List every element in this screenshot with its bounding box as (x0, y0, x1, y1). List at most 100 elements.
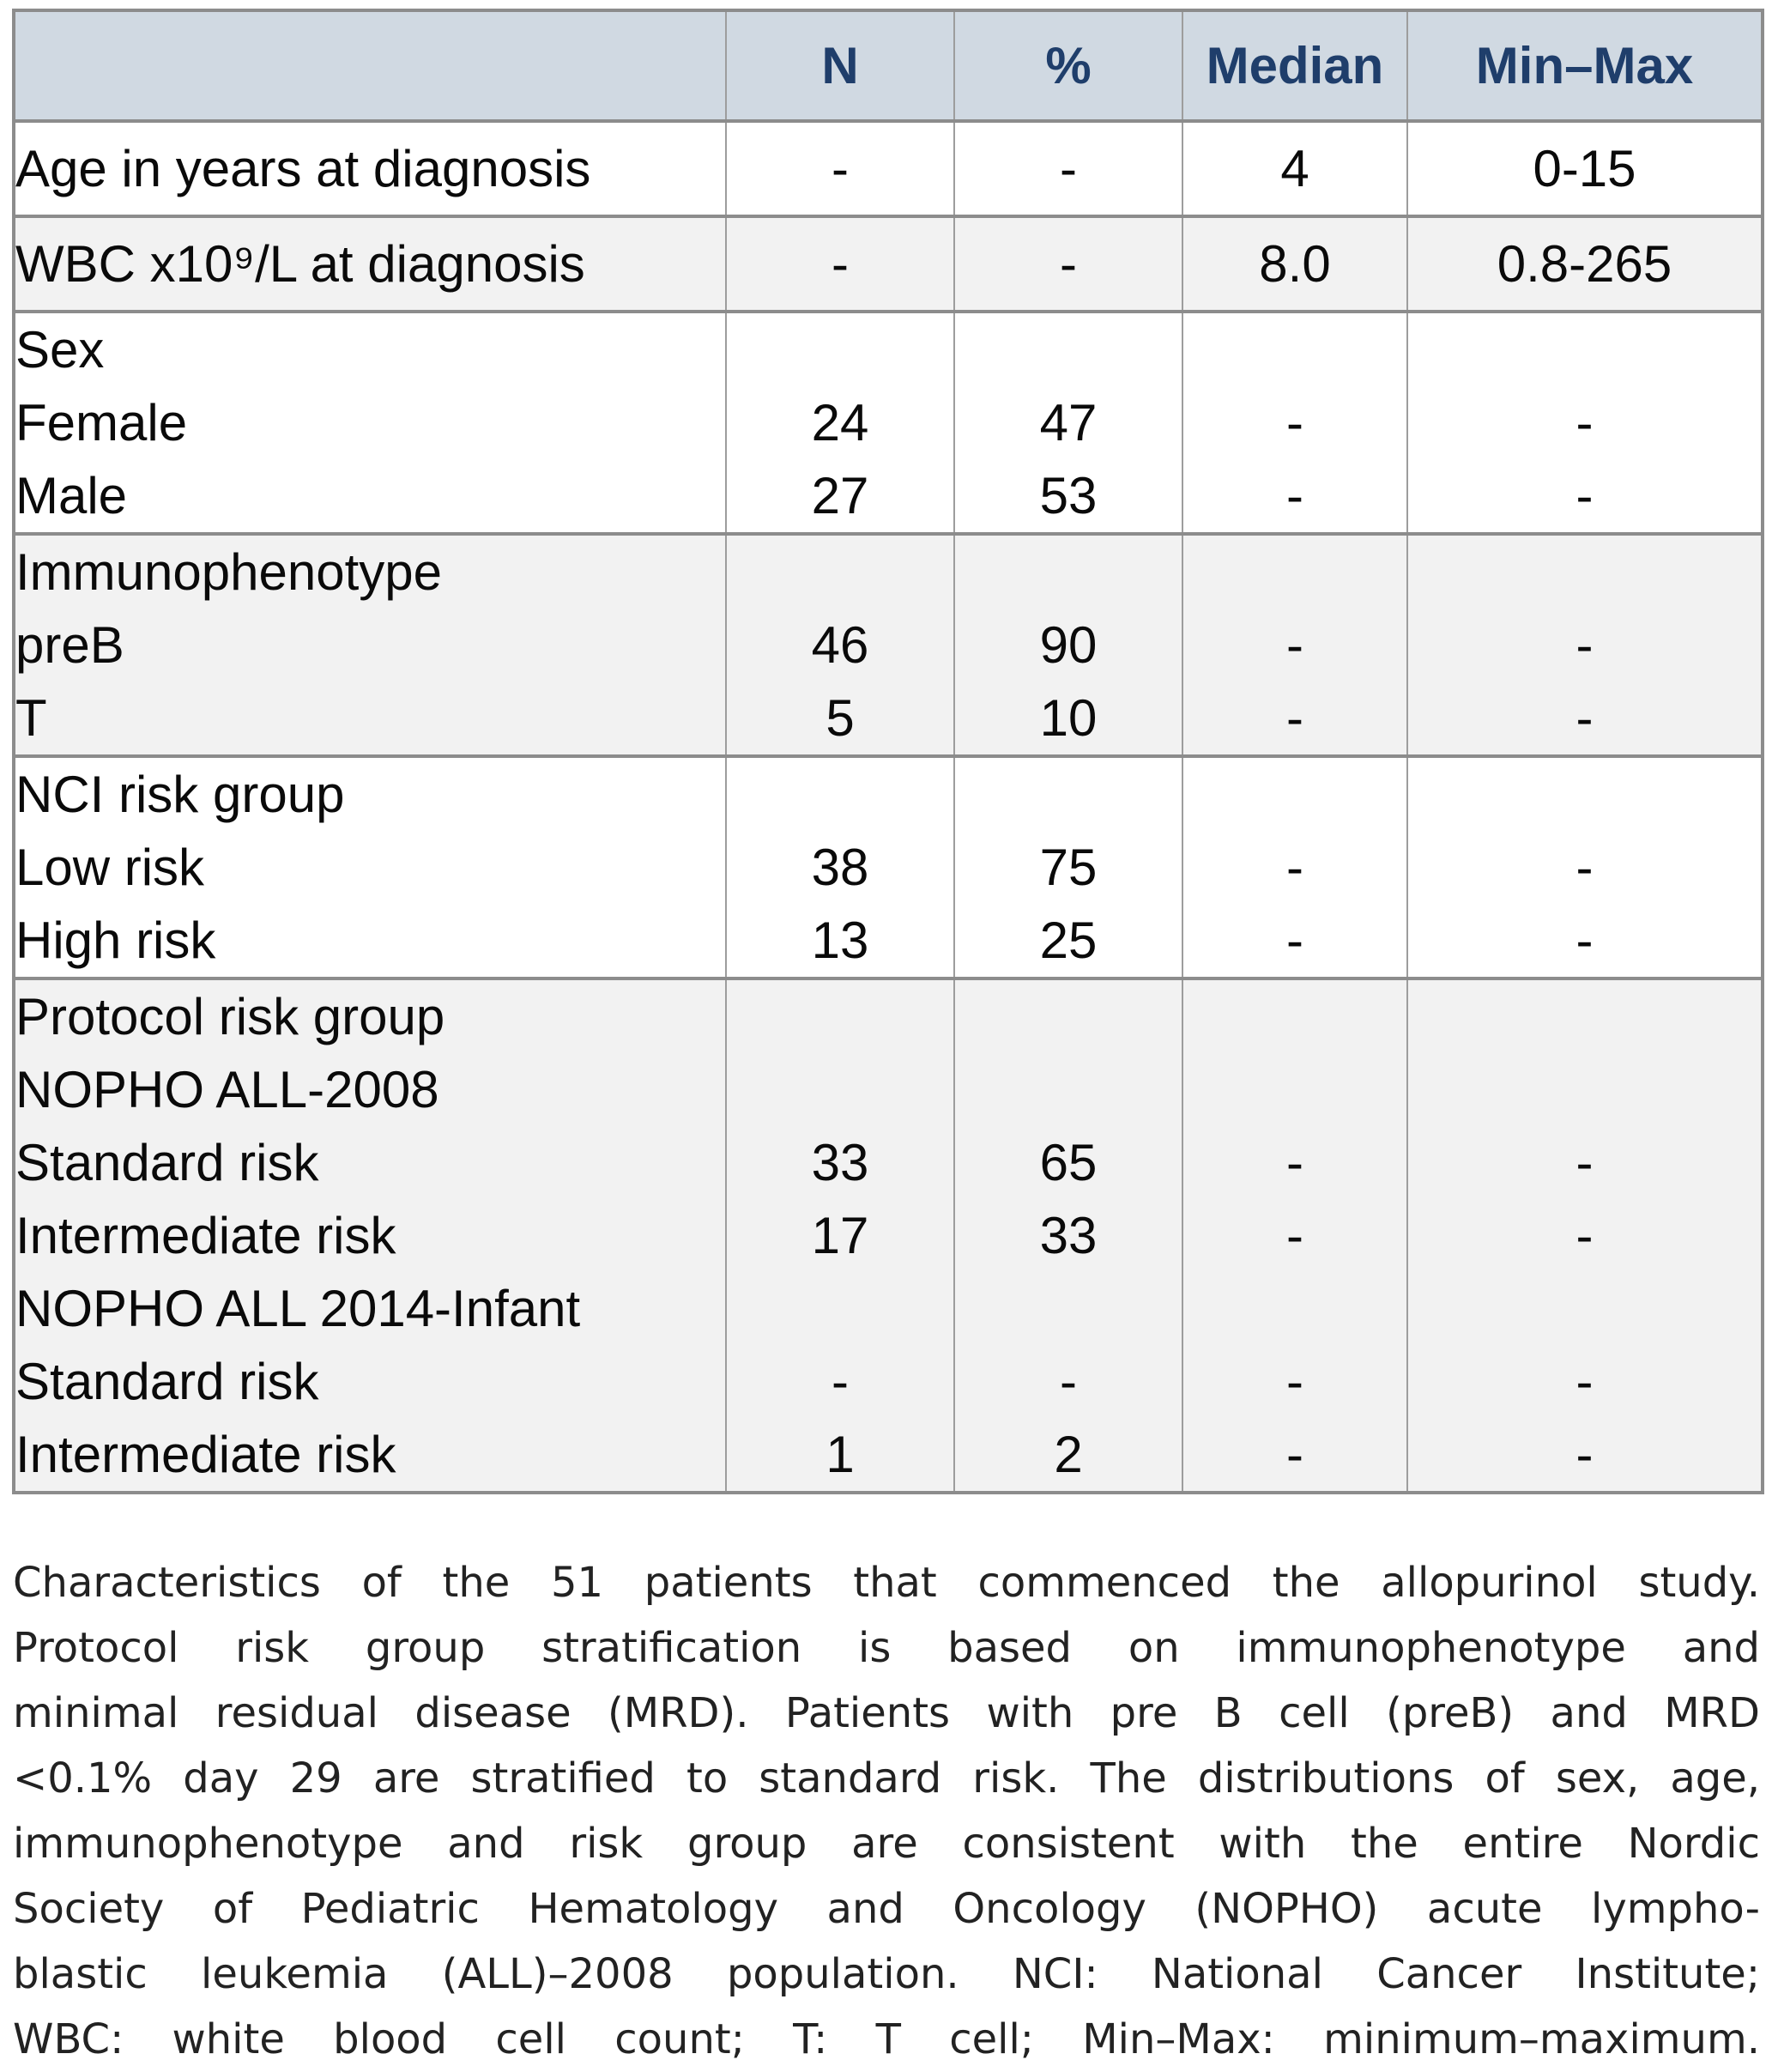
table-cell: - (953, 215, 1183, 312)
row-label: Standard risk (13, 1345, 727, 1418)
row-label: WBC x10⁹/L at diagnosis (13, 215, 727, 312)
table-row: Male 27 53- - (13, 459, 1763, 534)
header-row: N% Median Min–Max (13, 10, 1763, 121)
row-label: Intermediate risk (13, 1418, 727, 1493)
table-header: N% Median Min–Max (13, 10, 1763, 121)
column-header-empty (13, 10, 727, 121)
table-cell: 17 (725, 1199, 955, 1272)
table-cell: - (1406, 682, 1763, 756)
row-label: Female (13, 386, 727, 459)
table-cell: - (1182, 1345, 1408, 1418)
table-cell (725, 977, 955, 1053)
table-cell (725, 532, 955, 609)
table-cell (1406, 977, 1763, 1053)
table-cell: - (1182, 459, 1408, 534)
table-row: High risk 13 25- - (13, 904, 1763, 978)
table-cell: 8.0 (1182, 215, 1408, 312)
table-cell: 25 (953, 904, 1183, 978)
table-cell (1406, 754, 1763, 831)
table-cell (953, 1272, 1183, 1345)
table-row: Intermediate risk 17 33- - (13, 1199, 1763, 1272)
table-row: Female 24 47- - (13, 386, 1763, 459)
row-label: preB (13, 609, 727, 682)
table-cell (725, 1272, 955, 1345)
row-label: NOPHO ALL 2014-Infant (13, 1272, 727, 1345)
table-row: preB 46 90- - (13, 609, 1763, 682)
table-cell: - (1406, 1418, 1763, 1493)
table-cell (725, 754, 955, 831)
table-cell: 10 (953, 682, 1183, 756)
table-cell: - (953, 1345, 1183, 1418)
table-row: Protocol risk group (13, 977, 1763, 1053)
table-cell: 0-15 (1406, 119, 1763, 216)
row-label: Immunophenotype (13, 532, 727, 609)
table-cell: 90 (953, 609, 1183, 682)
table-cell (1182, 754, 1408, 831)
table-row: Standard risk - - - - (13, 1345, 1763, 1418)
table-cell (1182, 310, 1408, 386)
row-label: Standard risk (13, 1126, 727, 1199)
table-cell: 53 (953, 459, 1183, 534)
table-cell: - (1182, 386, 1408, 459)
table-cell: 27 (725, 459, 955, 534)
table-cell: 75 (953, 831, 1183, 904)
table-row: Immunophenotype (13, 532, 1763, 609)
table-cell (1182, 977, 1408, 1053)
table-cell: - (1182, 1199, 1408, 1272)
table-cell (725, 1053, 955, 1126)
table-row: NOPHO ALL 2014-Infant (13, 1272, 1763, 1345)
caption-line: minimal residual disease (MRD). Patients… (13, 1689, 1760, 1737)
table-cell: 5 (725, 682, 955, 756)
row-label: Age in years at diagnosis (13, 119, 727, 216)
table-cell (1406, 1272, 1763, 1345)
table-cell: - (953, 119, 1183, 216)
table-cell: - (725, 119, 955, 216)
table-cell: - (725, 1345, 955, 1418)
table-cell: - (1406, 386, 1763, 459)
table-cell (725, 310, 955, 386)
column-header: N (725, 10, 955, 121)
table-cell (1406, 532, 1763, 609)
caption-line: immunophenotype and risk group are consi… (13, 1820, 1760, 1868)
column-header: % (953, 10, 1183, 121)
table-cell: 65 (953, 1126, 1183, 1199)
table-cell: 33 (725, 1126, 955, 1199)
table-caption: Characteristics of the 51 patients that … (13, 1550, 1760, 2072)
table-cell: - (1182, 831, 1408, 904)
table-row: WBC x10⁹/L at diagnosis - -8.0 0.8-265 (13, 215, 1763, 312)
table-cell (1182, 1272, 1408, 1345)
table-cell: 47 (953, 386, 1183, 459)
row-label: Protocol risk group (13, 977, 727, 1053)
table-cell: - (1406, 831, 1763, 904)
table-cell: - (1406, 1345, 1763, 1418)
table-cell: 0.8-265 (1406, 215, 1763, 312)
caption-line: blastic leukemia (ALL)–2008 population. … (13, 1950, 1760, 1998)
table-cell (953, 1053, 1183, 1126)
table-cell: 4 (1182, 119, 1408, 216)
row-label: T (13, 682, 727, 756)
table-cell (953, 977, 1183, 1053)
table-row: NOPHO ALL-2008 (13, 1053, 1763, 1126)
table-cell: - (1182, 1126, 1408, 1199)
table-cell: - (1406, 904, 1763, 978)
caption-line: Characteristics of the 51 patients that … (13, 1559, 1760, 1607)
table-cell: - (725, 215, 955, 312)
table-cell (1406, 310, 1763, 386)
table-row: Sex (13, 310, 1763, 386)
caption-line: Society of Pediatric Hematology and Onco… (13, 1885, 1760, 1933)
row-label: Sex (13, 310, 727, 386)
row-label: Low risk (13, 831, 727, 904)
column-header: Median (1182, 10, 1408, 121)
table-cell: 33 (953, 1199, 1183, 1272)
row-label: NOPHO ALL-2008 (13, 1053, 727, 1126)
row-label: Intermediate risk (13, 1199, 727, 1272)
table-cell: - (1406, 1126, 1763, 1199)
row-label: High risk (13, 904, 727, 978)
table-cell (953, 310, 1183, 386)
table-cell: 24 (725, 386, 955, 459)
table-cell: - (1182, 682, 1408, 756)
table-cell: 13 (725, 904, 955, 978)
table-row: Age in years at diagnosis - -4 0-15 (13, 119, 1763, 216)
patient-characteristics-table: N% Median Min–Max Age in years at diagnosi… (12, 9, 1764, 1494)
table-cell: 2 (953, 1418, 1183, 1493)
